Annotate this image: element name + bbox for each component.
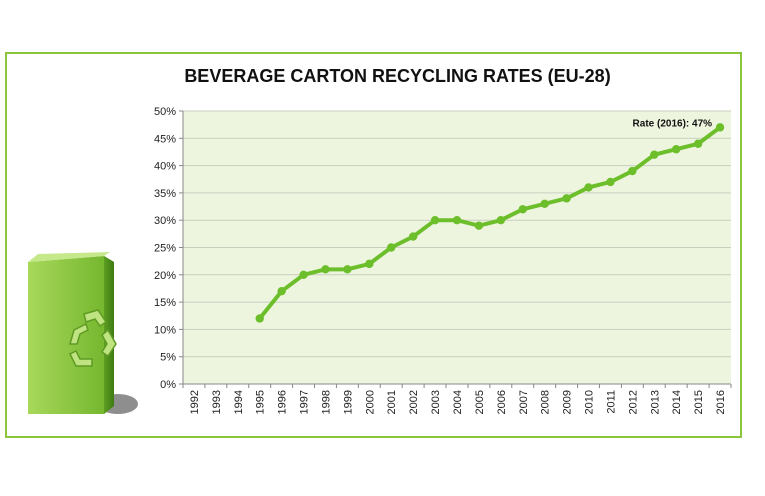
data-point (430, 216, 440, 225)
x-tick-label: 1996 (277, 390, 289, 414)
series-layer (255, 123, 725, 323)
data-point (255, 314, 264, 323)
x-tick-label: 1997 (299, 390, 311, 414)
data-point (693, 139, 703, 148)
y-tick-label: 20% (154, 270, 176, 282)
data-point (387, 243, 396, 252)
x-tick-label: 2001 (386, 390, 398, 414)
data-point (628, 166, 637, 176)
y-tick-label: 50% (154, 106, 176, 118)
x-tick-label: 2003 (430, 390, 442, 414)
x-tick-label: 2000 (364, 390, 376, 414)
data-point (584, 183, 593, 192)
y-tick-label: 15% (154, 297, 176, 309)
x-tick-label: 2007 (518, 390, 530, 414)
x-tick-label: 1999 (342, 390, 354, 414)
data-point (452, 216, 462, 225)
x-tick-label: 2005 (474, 390, 486, 414)
data-point (650, 150, 659, 159)
data-point (343, 265, 352, 274)
x-tick-label: 2009 (562, 390, 574, 414)
y-tick-label: 5% (160, 352, 176, 364)
rate-annotation: Rate (2016): 47% (633, 118, 713, 129)
data-point (562, 194, 571, 203)
data-point (606, 177, 615, 187)
data-point (299, 270, 308, 279)
x-tick-label: 1994 (233, 390, 245, 414)
y-tick-label: 35% (154, 188, 176, 200)
x-axis: 1992 1993 1994 1995 1996 1997 1998 1999 2000 2001… (182, 383, 732, 414)
data-point (474, 221, 484, 230)
x-tick-label: 2016 (715, 390, 727, 414)
x-tick-label: 1998 (320, 390, 332, 414)
x-tick-label: 2012 (627, 390, 639, 414)
data-point (408, 232, 418, 241)
y-tick-label: 0% (160, 379, 176, 391)
x-tick-label: 1992 (189, 390, 201, 414)
y-axis: 0% 5% 10% 15% 20% 25% 30% 35% 40% 45% 50% (154, 106, 184, 391)
y-tick-label: 10% (154, 324, 176, 336)
chart-title: BEVERAGE CARTON RECYCLING RATES (EU-28) (184, 66, 611, 86)
x-tick-label: 2002 (408, 390, 420, 414)
x-tick-label: 2015 (693, 390, 705, 414)
gridlines (183, 110, 731, 385)
y-tick-label: 45% (154, 133, 176, 145)
y-tick-label: 40% (154, 161, 176, 173)
x-tick-label: 1995 (255, 390, 267, 414)
y-tick-label: 30% (154, 215, 176, 227)
data-point (365, 259, 374, 269)
series-line (257, 125, 723, 321)
data-point (672, 145, 681, 154)
data-point (518, 205, 527, 214)
data-point (321, 265, 330, 274)
y-tick-label: 25% (154, 243, 176, 255)
data-point (540, 199, 549, 209)
x-tick-label: 2013 (649, 390, 661, 414)
x-tick-label: 2004 (452, 390, 464, 414)
x-tick-label: 2006 (496, 390, 508, 414)
data-point (715, 123, 725, 132)
data-point (277, 286, 286, 296)
x-tick-label: 2010 (584, 390, 596, 414)
x-tick-label: 2014 (671, 390, 683, 414)
data-point (496, 216, 506, 225)
x-tick-label: 2008 (540, 390, 552, 414)
x-tick-label: 2011 (605, 390, 617, 414)
x-tick-label: 1993 (211, 390, 223, 414)
recycling-carton-icon (28, 252, 138, 414)
